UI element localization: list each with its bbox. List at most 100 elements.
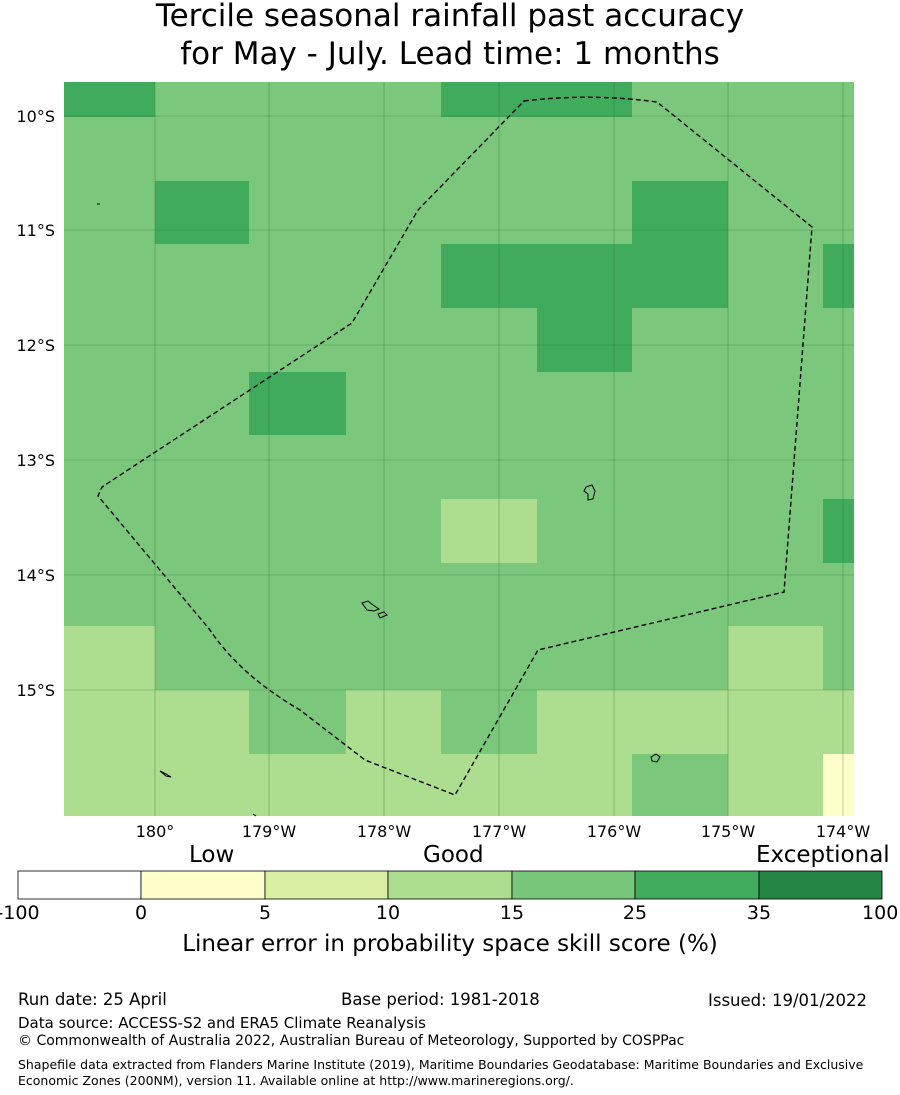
skill-cell	[632, 754, 728, 816]
skill-cell	[249, 181, 346, 244]
colorbar-tick: 35	[746, 902, 772, 924]
skill-cell	[441, 435, 537, 499]
skill-cell	[823, 244, 854, 308]
colorbar-segment	[387, 870, 513, 900]
colorbar-segment	[634, 870, 760, 900]
eez-boundary	[97, 96, 813, 796]
colorbar-title: Linear error in probability space skill …	[182, 931, 718, 957]
lat-tick-label: 11°S	[16, 221, 55, 240]
lat-tick-label: 12°S	[16, 336, 55, 355]
skill-cell	[537, 82, 632, 117]
skill-cell	[632, 626, 728, 690]
skill-cell	[537, 372, 632, 435]
skill-cell	[64, 626, 155, 690]
skill-cell	[346, 499, 441, 563]
skill-cell	[823, 499, 854, 563]
base-period: Base period: 1981-2018	[341, 990, 540, 1009]
skill-cell	[249, 308, 346, 372]
skill-cell	[346, 181, 441, 244]
island-shape	[583, 484, 596, 501]
lon-tick-label: 176°W	[587, 822, 642, 841]
island-shape	[361, 600, 381, 612]
skill-cell	[346, 435, 441, 499]
lat-tick-label: 10°S	[16, 107, 55, 126]
skill-cell	[155, 690, 249, 754]
colorbar-segment	[140, 870, 266, 900]
lon-tick-label: 177°W	[472, 822, 527, 841]
skill-cell	[537, 117, 632, 181]
colorbar-tick: 25	[622, 902, 648, 924]
skill-cell	[537, 563, 632, 626]
map-title-line-1: Tercile seasonal rainfall past accuracy	[155, 0, 745, 34]
skill-cell	[441, 181, 537, 244]
skill-cell	[823, 754, 854, 816]
colorbar	[17, 870, 883, 900]
skill-cell	[823, 626, 854, 690]
skill-cell	[728, 117, 823, 181]
skill-cell	[441, 563, 537, 626]
skill-cell	[632, 372, 728, 435]
colorbar-label-low: Low	[189, 842, 235, 868]
island-shape	[650, 753, 661, 763]
skill-cell	[632, 82, 728, 117]
colorbar-tick: -100	[0, 902, 40, 924]
skill-cell	[155, 499, 249, 563]
skill-cell	[346, 690, 441, 754]
skill-cell	[64, 690, 155, 754]
skill-cell	[823, 181, 854, 244]
skill-cell	[64, 244, 155, 308]
skill-cell	[823, 308, 854, 372]
colorbar-segment	[511, 870, 636, 900]
skill-cell	[346, 754, 441, 816]
lon-tick-label: 174°W	[816, 822, 871, 841]
skill-cell	[155, 117, 249, 181]
skill-cell	[346, 82, 441, 117]
skill-cell	[249, 499, 346, 563]
skill-cell	[64, 308, 155, 372]
lon-tick-label: 175°W	[701, 822, 756, 841]
lat-tick-label: 13°S	[16, 451, 55, 470]
skill-cell	[441, 372, 537, 435]
island-shape	[377, 611, 388, 619]
skill-cell	[632, 499, 728, 563]
rainfall-accuracy-map: 10°S11°S12°S13°S14°S15°S 180° 179°W 178°W 1…	[16, 82, 883, 900]
skill-cell	[823, 82, 854, 117]
skill-cell	[441, 82, 537, 117]
skill-cell	[64, 499, 155, 563]
colorbar-segment	[264, 870, 389, 900]
skill-cell	[632, 181, 728, 244]
skill-cell	[537, 754, 632, 816]
skill-cell	[537, 499, 632, 563]
skill-cell	[155, 435, 249, 499]
skill-cell	[64, 435, 155, 499]
graticule	[64, 82, 854, 816]
skill-cell	[441, 754, 537, 816]
skill-cell	[632, 563, 728, 626]
colorbar-tick: 10	[375, 902, 401, 924]
skill-cell	[155, 754, 249, 816]
skill-cell	[346, 117, 441, 181]
skill-cell	[155, 563, 249, 626]
skill-cell	[728, 308, 823, 372]
skill-cell	[632, 308, 728, 372]
skill-cell	[537, 181, 632, 244]
skill-cell	[537, 626, 632, 690]
skill-cell	[155, 372, 249, 435]
skill-cell	[823, 372, 854, 435]
skill-cell	[249, 244, 346, 308]
skill-cell	[249, 626, 346, 690]
skill-cell	[441, 308, 537, 372]
skill-cell	[537, 690, 632, 754]
colorbar-segment	[17, 870, 142, 900]
skill-cell	[823, 563, 854, 626]
skill-cell	[64, 82, 155, 117]
longitude-labels: 180° 179°W 178°W 177°W 176°W 175°W 174°W	[136, 822, 871, 841]
lat-tick-label: 14°S	[16, 566, 55, 585]
skill-cell	[346, 563, 441, 626]
skill-cell	[441, 499, 537, 563]
skill-cell	[728, 244, 823, 308]
skill-cell	[823, 117, 854, 181]
skill-cell	[346, 372, 441, 435]
latitude-labels: 10°S 11°S 12°S 13°S 14°S 15°S	[16, 107, 55, 700]
shapefile-credit: Shapefile data extracted from Flanders M…	[18, 1057, 864, 1088]
